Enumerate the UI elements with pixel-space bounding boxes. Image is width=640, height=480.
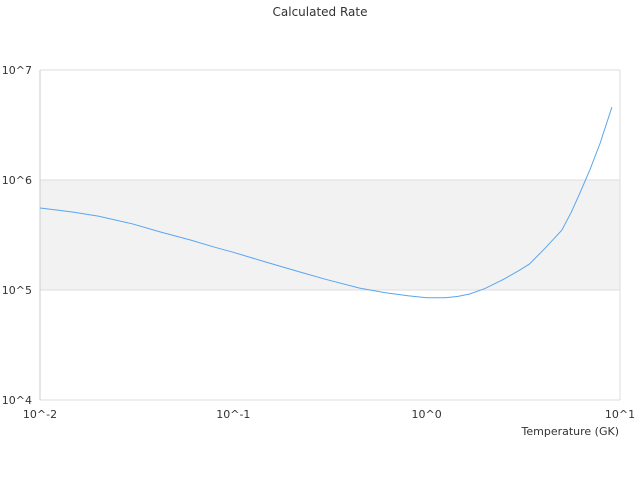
x-tick-label: 10^1 [605,408,635,421]
series [39,106,613,299]
y-tick-label: 10^5 [2,284,32,297]
y-tick-label: 10^6 [2,174,32,187]
series-line [39,106,613,299]
chart-title: Calculated Rate [273,5,368,19]
y-tick-label: 10^4 [2,394,32,407]
x-tick-label: 10^-1 [216,408,250,421]
x-tick-label: 10^0 [412,408,442,421]
shaded-band [40,180,620,290]
x-axis-label: Temperature (GK) [521,425,620,438]
grid [39,69,621,401]
y-tick-label: 10^7 [2,64,32,77]
band-rect [40,180,620,290]
x-tick-label: 10^-2 [23,408,57,421]
y-axis: 10^4 10^5 10^6 10^7 [2,64,32,407]
x-axis: 10^-2 10^-1 10^0 10^1 [23,408,635,421]
